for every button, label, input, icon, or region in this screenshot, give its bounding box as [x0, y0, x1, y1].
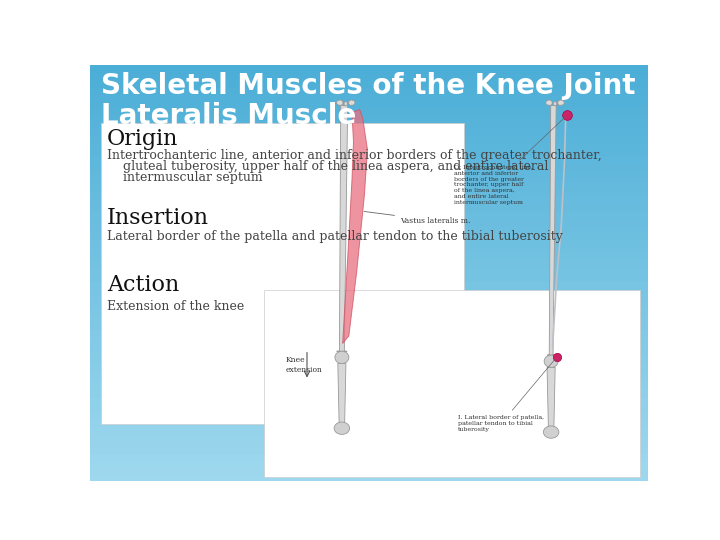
Bar [90, 397, 648, 404]
Bar [90, 238, 648, 245]
Ellipse shape [335, 351, 349, 363]
Bar [90, 245, 648, 252]
Bar [90, 72, 648, 79]
Bar [90, 224, 648, 231]
Bar [90, 425, 648, 432]
Bar [90, 474, 648, 481]
Bar [90, 197, 648, 204]
Polygon shape [336, 100, 343, 105]
Bar [90, 411, 648, 418]
Bar [90, 141, 648, 148]
Bar [90, 432, 648, 439]
Bar [90, 453, 648, 460]
Text: Extension of the knee: Extension of the knee [107, 300, 244, 313]
Bar [90, 467, 648, 474]
Bar [90, 190, 648, 197]
Bar [90, 328, 648, 335]
Bar [90, 307, 648, 314]
Bar [90, 99, 648, 106]
Bar [90, 460, 648, 467]
FancyBboxPatch shape [101, 123, 464, 423]
Bar [90, 65, 648, 72]
Bar [90, 79, 648, 85]
Bar [90, 287, 648, 294]
Bar [90, 113, 648, 120]
Bar [90, 127, 648, 134]
Ellipse shape [544, 426, 559, 438]
Text: Origin: Origin [107, 128, 179, 150]
Text: O: Intertrochanteric line,
anterior and inferior
borders of the greater
trochant: O: Intertrochanteric line, anterior and … [454, 117, 565, 205]
Bar [90, 176, 648, 183]
Polygon shape [557, 100, 564, 105]
Ellipse shape [553, 102, 557, 106]
Bar [90, 280, 648, 287]
Polygon shape [348, 100, 355, 105]
FancyBboxPatch shape [264, 291, 640, 477]
Bar [90, 92, 648, 99]
Bar [90, 120, 648, 127]
Bar [90, 370, 648, 377]
Bar [90, 356, 648, 363]
Bar [90, 439, 648, 446]
Text: Insertion: Insertion [107, 207, 209, 230]
Bar [90, 259, 648, 266]
Bar [90, 314, 648, 321]
Bar [90, 162, 648, 168]
Bar [90, 418, 648, 425]
Bar [90, 210, 648, 217]
Bar [90, 85, 648, 92]
Text: Skeletal Muscles of the Knee Joint : Vastus: Skeletal Muscles of the Knee Joint : Vas… [101, 72, 720, 100]
Bar [90, 377, 648, 383]
Polygon shape [337, 105, 348, 352]
Bar [90, 252, 648, 259]
Bar [90, 106, 648, 113]
Bar [90, 231, 648, 238]
Bar [90, 273, 648, 280]
Bar [90, 404, 648, 411]
Bar [90, 349, 648, 356]
Text: Lateral border of the patella and patellar tendon to the tibial tuberosity: Lateral border of the patella and patell… [107, 231, 563, 244]
Polygon shape [547, 367, 555, 429]
Ellipse shape [334, 422, 350, 434]
Bar [90, 446, 648, 453]
Bar [90, 266, 648, 273]
Text: Knee
extension: Knee extension [285, 356, 322, 374]
Text: Intertrochanteric line, anterior and inferior borders of the greater trochanter,: Intertrochanteric line, anterior and inf… [107, 150, 602, 163]
Polygon shape [343, 110, 367, 343]
Bar [90, 155, 648, 162]
Polygon shape [338, 363, 346, 425]
Bar [90, 383, 648, 390]
Bar [90, 300, 648, 307]
Bar [90, 321, 648, 328]
Bar [90, 390, 648, 397]
Bar [90, 363, 648, 370]
Bar [90, 342, 648, 349]
Bar [90, 294, 648, 300]
Polygon shape [546, 100, 552, 105]
Text: Lateralis Muscle: Lateralis Muscle [101, 102, 356, 130]
Text: I. Lateral border of patella,
patellar tendon to tibial
tuberosity: I. Lateral border of patella, patellar t… [458, 360, 555, 432]
Bar [90, 183, 648, 190]
Ellipse shape [544, 355, 558, 367]
Text: intermuscular septum: intermuscular septum [107, 171, 263, 184]
Polygon shape [547, 105, 556, 355]
Bar [90, 204, 648, 211]
Text: Vastus lateralis m.: Vastus lateralis m. [364, 212, 470, 225]
Bar [90, 134, 648, 141]
Text: Action: Action [107, 274, 179, 296]
Text: gluteal tuberosity, upper half of the linea aspera, and entire lateral: gluteal tuberosity, upper half of the li… [107, 160, 549, 173]
Bar [90, 148, 648, 155]
Bar [90, 335, 648, 342]
Bar [90, 168, 648, 176]
Bar [90, 217, 648, 224]
Ellipse shape [344, 102, 348, 106]
